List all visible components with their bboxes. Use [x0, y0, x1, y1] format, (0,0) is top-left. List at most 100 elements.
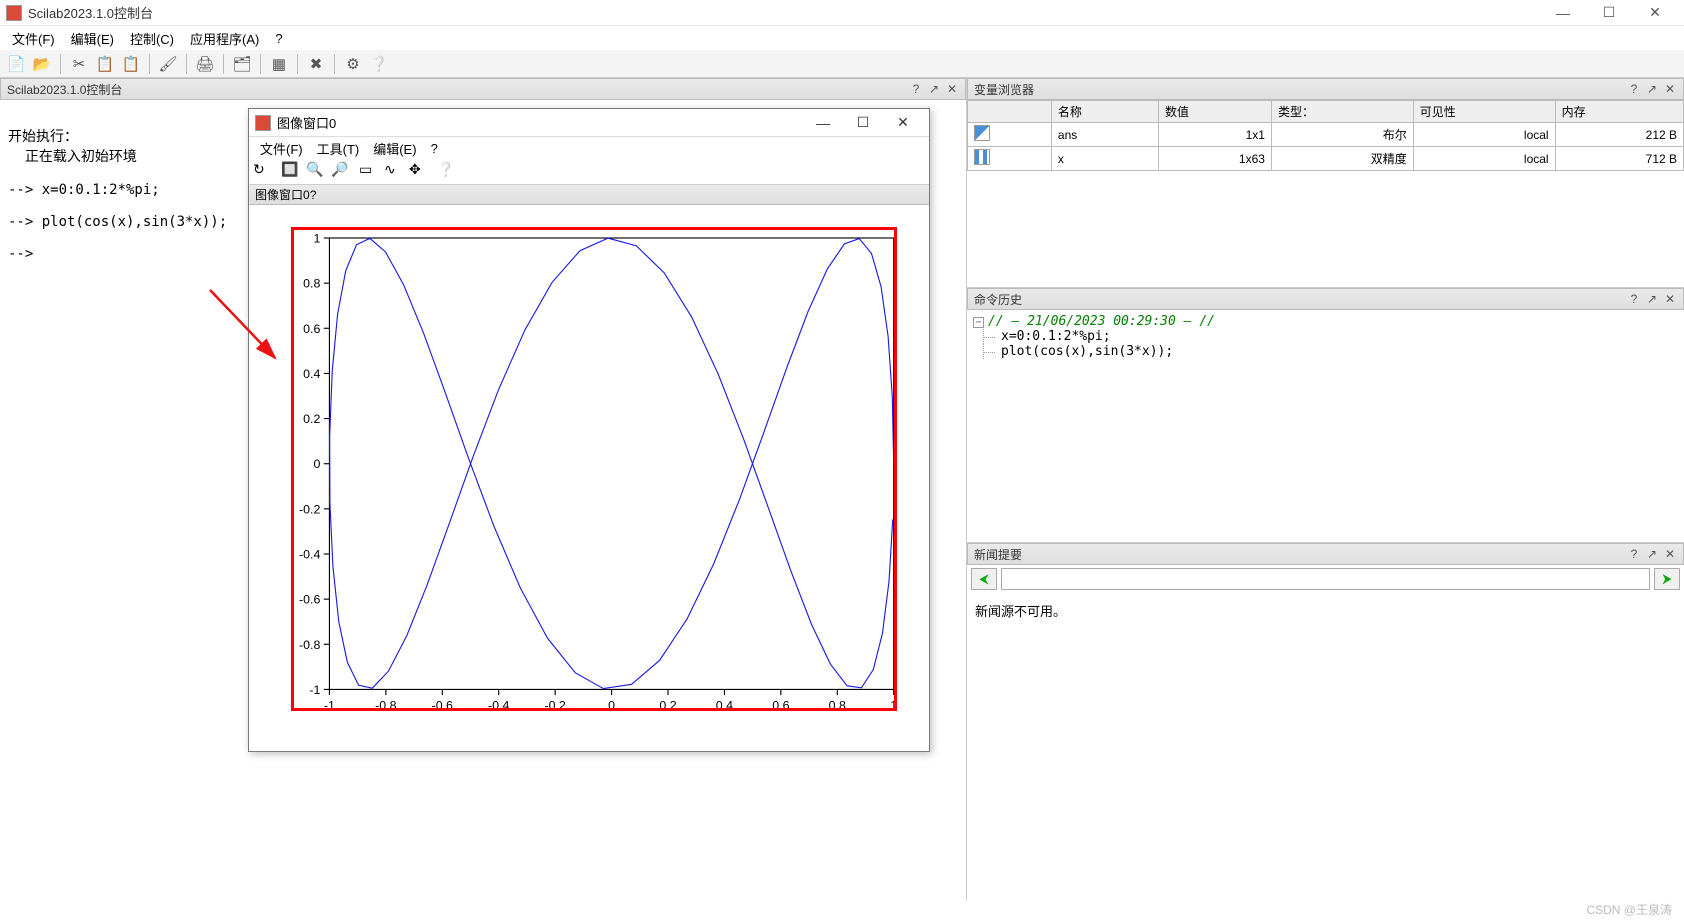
figure-help-icon[interactable]: ❔ [437, 161, 459, 183]
panel-popout-icon[interactable]: ↗ [1645, 82, 1659, 96]
news-title: 新闻提要 [974, 546, 1022, 563]
var-memory: 212 B [1555, 123, 1683, 147]
var-type-icon [974, 149, 990, 165]
tree-collapse-icon[interactable]: − [973, 317, 984, 328]
brush-icon[interactable]: 🖌 [156, 52, 180, 76]
curve-icon[interactable]: ∿ [384, 161, 406, 183]
main-toolbar: 📄 📂 ✂ 📋 📋 🖌 🖨 🗂 ▦ ✖ ⚙ ❔ [0, 50, 1684, 78]
tools-icon[interactable]: ✖ [304, 52, 328, 76]
figure-titlebar[interactable]: 图像窗口0 — ☐ ✕ [249, 109, 929, 137]
app-icon [6, 5, 22, 21]
copy-icon[interactable]: 📋 [93, 52, 117, 76]
new-file-icon[interactable]: 📄 [4, 52, 28, 76]
figure-menu-help[interactable]: ? [424, 140, 445, 157]
var-name: x [1051, 147, 1158, 171]
var-name: ans [1051, 123, 1158, 147]
menu-control[interactable]: 控制(C) [122, 27, 182, 50]
var-browser-header: 变量浏览器 ? ↗ ✕ [967, 78, 1684, 100]
cmd-history-header: 命令历史 ? ↗ ✕ [967, 288, 1684, 310]
table-row[interactable]: x 1x63 双精度 local 712 B [968, 147, 1684, 171]
menu-help[interactable]: ? [267, 29, 290, 48]
panel-icon[interactable]: ▦ [267, 52, 291, 76]
history-body[interactable]: −// — 21/06/2023 00:29:30 — // x=0:0.1:2… [967, 310, 1684, 542]
var-type-icon [974, 125, 990, 141]
panel-close-icon[interactable]: ✕ [1663, 292, 1677, 306]
minimize-button[interactable]: — [1540, 0, 1586, 26]
var-value: 1x63 [1159, 147, 1272, 171]
cmd-history-title: 命令历史 [974, 291, 1022, 308]
app-titlebar: Scilab2023.1.0控制台 — ☐ ✕ [0, 0, 1684, 26]
app-title: Scilab2023.1.0控制台 [28, 3, 153, 22]
history-date: // — 21/06/2023 00:29:30 — // [988, 314, 1215, 329]
panel-popout-icon[interactable]: ↗ [1645, 547, 1659, 561]
var-browser-title: 变量浏览器 [974, 81, 1034, 98]
open-file-icon[interactable]: 📂 [30, 52, 54, 76]
zoom-out-icon[interactable]: 🔎 [331, 161, 353, 183]
news-panel: 新闻提要 ? ↗ ✕ ⮜ ⮞ 新闻源不可用。 [967, 543, 1684, 793]
maximize-button[interactable]: ☐ [1586, 0, 1632, 26]
menu-file[interactable]: 文件(F) [4, 27, 63, 50]
var-visibility: local [1413, 123, 1555, 147]
figure-menubar: 文件(F) 工具(T) 编辑(E) ? [249, 137, 929, 159]
figure-maximize-button[interactable]: ☐ [843, 111, 883, 135]
panel-popout-icon[interactable]: ↗ [927, 82, 941, 96]
paste-icon[interactable]: 📋 [119, 52, 143, 76]
var-type: 布尔 [1271, 123, 1413, 147]
news-address-bar[interactable] [1001, 568, 1650, 590]
folder-icon[interactable]: 🗂 [230, 52, 254, 76]
news-prev-button[interactable]: ⮜ [971, 568, 997, 590]
var-value: 1x1 [1159, 123, 1272, 147]
news-body: 新闻源不可用。 [967, 593, 1684, 793]
panel-help-icon[interactable]: ? [1627, 547, 1641, 561]
figure-window[interactable]: 图像窗口0 — ☐ ✕ 文件(F) 工具(T) 编辑(E) ? ↻ 🔲 🔍 🔎 … [248, 108, 930, 752]
gear-icon[interactable]: ⚙ [341, 52, 365, 76]
var-memory: 712 B [1555, 147, 1683, 171]
figure-panel-help-icon[interactable]: ? [310, 188, 317, 202]
figure-panel-title: 图像窗口0 [255, 186, 310, 203]
pan-icon[interactable]: ▭ [359, 161, 381, 183]
panel-help-icon[interactable]: ? [1627, 292, 1641, 306]
var-col-header[interactable]: 内存 [1555, 101, 1683, 123]
panel-help-icon[interactable]: ? [909, 82, 923, 96]
console-panel-header: Scilab2023.1.0控制台 ? ↗ ✕ [0, 78, 966, 100]
panel-help-icon[interactable]: ? [1627, 82, 1641, 96]
zoom-in-icon[interactable]: 🔍 [306, 161, 328, 183]
cut-icon[interactable]: ✂ [67, 52, 91, 76]
print-icon[interactable]: 🖨 [193, 52, 217, 76]
panel-popout-icon[interactable]: ↗ [1645, 292, 1659, 306]
menu-apps[interactable]: 应用程序(A) [182, 27, 267, 50]
news-next-button[interactable]: ⮞ [1654, 568, 1680, 590]
variable-browser-panel: 变量浏览器 ? ↗ ✕ 名称数值类型：可见性内存 ans 1x1 布尔 loca… [967, 78, 1684, 288]
help-icon[interactable]: ❔ [367, 52, 391, 76]
figure-menu-tools[interactable]: 工具(T) [310, 138, 367, 159]
rotate-icon[interactable]: ↻ [253, 161, 275, 183]
panel-close-icon[interactable]: ✕ [945, 82, 959, 96]
close-button[interactable]: ✕ [1632, 0, 1678, 26]
table-row[interactable]: ans 1x1 布尔 local 212 B [968, 123, 1684, 147]
command-history-panel: 命令历史 ? ↗ ✕ −// — 21/06/2023 00:29:30 — /… [967, 288, 1684, 543]
figure-menu-file[interactable]: 文件(F) [253, 138, 310, 159]
figure-chart-area: -1-0.8-0.6-0.4-0.200.20.40.60.81-1-0.8-0… [249, 205, 929, 751]
var-col-header[interactable] [968, 101, 1052, 123]
figure-title: 图像窗口0 [277, 113, 336, 132]
move-icon[interactable]: ✥ [409, 161, 431, 183]
figure-minimize-button[interactable]: — [803, 111, 843, 135]
var-col-header[interactable]: 可见性 [1413, 101, 1555, 123]
history-entry[interactable]: x=0:0.1:2*%pi; [973, 329, 1678, 344]
variable-table[interactable]: 名称数值类型：可见性内存 ans 1x1 布尔 local 212 B x 1x… [967, 100, 1684, 171]
news-header: 新闻提要 ? ↗ ✕ [967, 543, 1684, 565]
figure-close-button[interactable]: ✕ [883, 111, 923, 135]
news-toolbar: ⮜ ⮞ [967, 565, 1684, 593]
menu-edit[interactable]: 编辑(E) [63, 27, 122, 50]
var-col-header[interactable]: 名称 [1051, 101, 1158, 123]
panel-close-icon[interactable]: ✕ [1663, 82, 1677, 96]
var-type: 双精度 [1271, 147, 1413, 171]
panel-close-icon[interactable]: ✕ [1663, 547, 1677, 561]
var-col-header[interactable]: 类型： [1271, 101, 1413, 123]
right-pane: 变量浏览器 ? ↗ ✕ 名称数值类型：可见性内存 ans 1x1 布尔 loca… [966, 78, 1684, 901]
annotation-red-box [291, 227, 897, 711]
history-entry[interactable]: plot(cos(x),sin(3*x)); [973, 344, 1678, 359]
figure-menu-edit[interactable]: 编辑(E) [366, 138, 423, 159]
zoom-rect-icon[interactable]: 🔲 [281, 161, 303, 183]
var-col-header[interactable]: 数值 [1159, 101, 1272, 123]
